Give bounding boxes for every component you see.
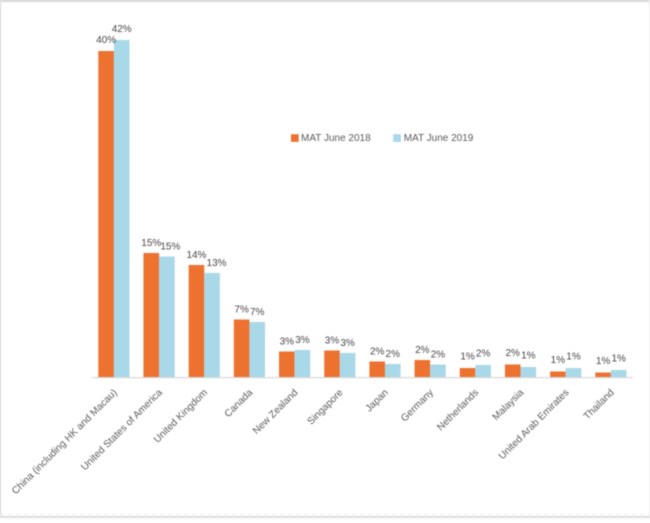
- svg-text:3%: 3%: [295, 335, 310, 346]
- svg-text:2%: 2%: [415, 345, 430, 356]
- svg-text:2%: 2%: [505, 348, 520, 359]
- svg-text:MAT June 2019: MAT June 2019: [404, 133, 474, 144]
- svg-text:14%: 14%: [186, 250, 206, 261]
- svg-text:Malaysia: Malaysia: [491, 387, 527, 423]
- svg-text:40%: 40%: [96, 35, 116, 46]
- svg-text:1%: 1%: [596, 356, 611, 367]
- svg-text:1%: 1%: [566, 352, 581, 363]
- svg-text:Thailand: Thailand: [582, 387, 617, 422]
- svg-text:15%: 15%: [141, 238, 161, 249]
- svg-text:Japan: Japan: [364, 387, 391, 414]
- svg-text:Germany: Germany: [399, 387, 436, 424]
- svg-text:15%: 15%: [160, 242, 180, 253]
- svg-text:Netherlands: Netherlands: [435, 387, 481, 433]
- svg-text:1%: 1%: [521, 351, 536, 362]
- svg-text:3%: 3%: [340, 338, 355, 349]
- svg-text:2%: 2%: [476, 349, 491, 360]
- svg-text:United States of America: United States of America: [79, 387, 165, 473]
- svg-text:2%: 2%: [431, 350, 446, 361]
- svg-text:MAT June 2018: MAT June 2018: [301, 133, 371, 144]
- svg-text:2%: 2%: [370, 347, 385, 358]
- svg-text:3%: 3%: [280, 337, 295, 348]
- svg-text:7%: 7%: [250, 307, 265, 318]
- svg-text:13%: 13%: [207, 258, 227, 269]
- svg-text:1%: 1%: [611, 354, 626, 365]
- svg-text:1%: 1%: [460, 352, 475, 363]
- svg-text:Singapore: Singapore: [306, 387, 346, 427]
- svg-text:42%: 42%: [112, 24, 132, 35]
- svg-text:3%: 3%: [325, 336, 340, 347]
- svg-text:New Zealand: New Zealand: [251, 387, 300, 436]
- svg-text:2%: 2%: [386, 349, 401, 360]
- svg-text:7%: 7%: [234, 305, 249, 316]
- svg-text:Canada: Canada: [223, 387, 256, 420]
- svg-text:1%: 1%: [551, 355, 566, 366]
